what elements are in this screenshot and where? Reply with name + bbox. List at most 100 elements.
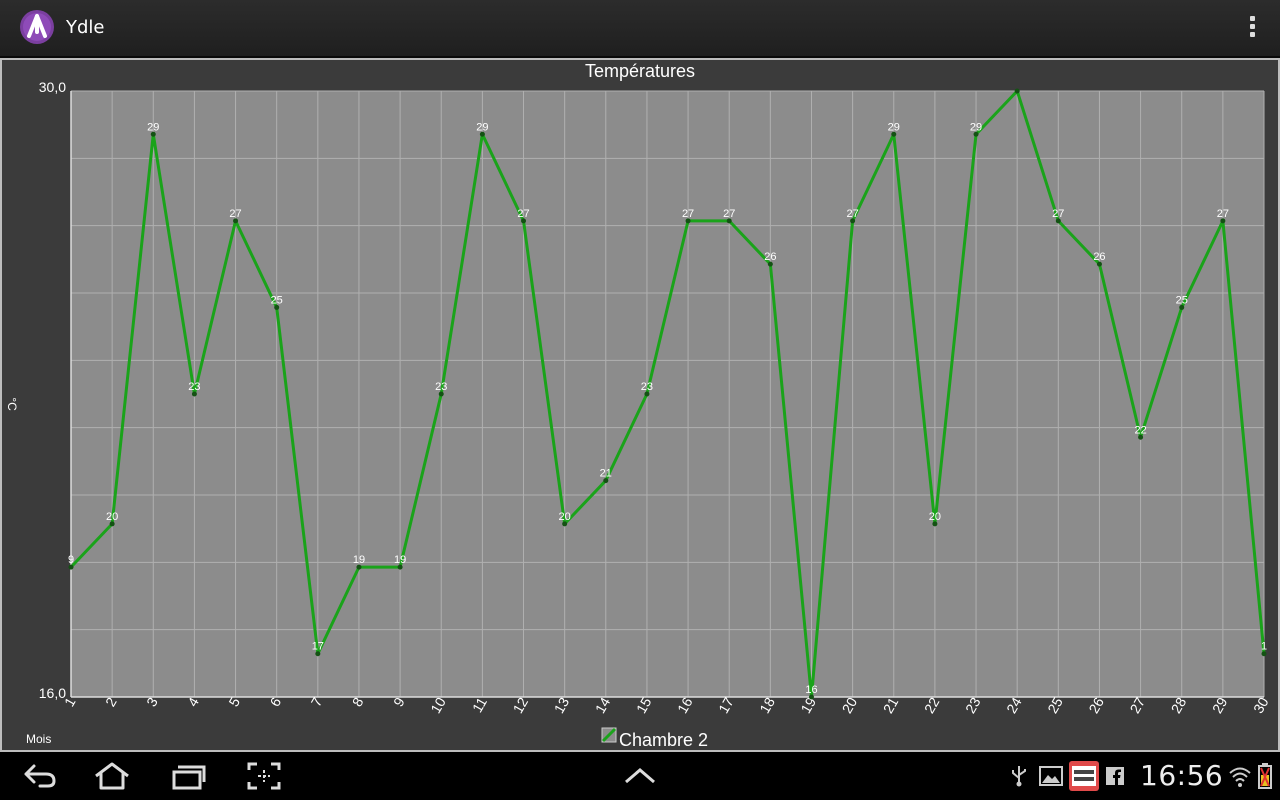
series-line — [69, 89, 1266, 699]
x-tick-label: 15 — [633, 694, 655, 716]
x-tick-label: 10 — [427, 694, 449, 716]
back-icon[interactable] — [22, 760, 58, 792]
overflow-menu-icon[interactable] — [1246, 16, 1258, 42]
screenshot-icon[interactable] — [245, 760, 283, 792]
legend-label: Chambre 2 — [619, 730, 708, 750]
data-point — [397, 564, 403, 570]
system-nav-bar — [0, 752, 1280, 800]
data-point — [233, 218, 239, 224]
y-tick-min: 16,0 — [39, 685, 66, 701]
x-tick-label: 11 — [469, 694, 490, 715]
recent-apps-icon[interactable] — [168, 760, 208, 792]
x-tick-label: 23 — [962, 694, 984, 716]
data-label: 21 — [600, 468, 612, 480]
plot-area — [71, 91, 1264, 697]
data-point — [1179, 304, 1185, 310]
app-title: Ydle — [66, 17, 105, 38]
x-tick-label: 24 — [1003, 694, 1025, 716]
data-point — [521, 218, 527, 224]
data-point — [726, 218, 732, 224]
action-bar: Ydle — [0, 0, 1280, 58]
x-tick-label: 29 — [1209, 694, 1231, 716]
data-point — [808, 694, 814, 700]
data-label: 19 — [353, 554, 365, 566]
bons-plans-icon — [1069, 761, 1099, 791]
data-label: 29 — [147, 121, 159, 133]
data-label: 29 — [888, 121, 900, 133]
data-label: 23 — [435, 381, 447, 393]
data-label: 22 — [1134, 424, 1146, 436]
data-point — [109, 521, 115, 527]
data-point — [685, 218, 691, 224]
data-label: 23 — [188, 381, 200, 393]
data-point — [150, 131, 156, 137]
data-label: 27 — [682, 208, 694, 220]
data-label: 27 — [1052, 208, 1064, 220]
status-clock: 16:56 — [1140, 759, 1224, 792]
data-label: 27 — [517, 208, 529, 220]
x-tick-label: 20 — [839, 694, 861, 716]
ydle-logo-icon[interactable] — [20, 10, 54, 44]
up-chevron-icon[interactable] — [622, 764, 658, 788]
data-point — [1220, 218, 1226, 224]
data-point — [1261, 651, 1267, 657]
y-tick-max: 30,0 — [39, 79, 66, 95]
data-point — [644, 391, 650, 397]
data-label: 29 — [970, 121, 982, 133]
data-label: 20 — [929, 511, 941, 523]
temperature-chart: Températures °C 30,0 16,0 Mois Chambre 2… — [5, 61, 1272, 750]
data-label: 27 — [723, 208, 735, 220]
data-label: 26 — [1093, 251, 1105, 263]
data-point — [562, 521, 568, 527]
data-label: 29 — [476, 121, 488, 133]
x-tick-label: 12 — [509, 694, 531, 716]
data-point — [1055, 218, 1061, 224]
data-label: 27 — [846, 208, 858, 220]
home-icon[interactable] — [92, 760, 132, 792]
data-point — [891, 131, 897, 137]
x-tick-label: 19 — [797, 694, 819, 716]
data-label: 9 — [68, 554, 74, 566]
x-tick-label: 14 — [592, 694, 614, 716]
x-tick-label: 13 — [551, 694, 573, 716]
data-point — [479, 131, 485, 137]
battery-icon — [1258, 763, 1272, 789]
data-point — [1014, 88, 1020, 94]
usb-icon — [1012, 766, 1026, 787]
data-point — [315, 651, 321, 657]
data-point — [603, 478, 609, 484]
data-label: 25 — [1176, 294, 1188, 306]
data-point — [191, 391, 197, 397]
data-point — [274, 304, 280, 310]
data-point — [356, 564, 362, 570]
wifi-icon — [1229, 767, 1251, 787]
x-tick-label: 18 — [756, 694, 778, 716]
data-label: 20 — [106, 511, 118, 523]
gallery-icon — [1039, 766, 1063, 786]
data-point — [1138, 434, 1144, 440]
x-tick-label: 26 — [1085, 694, 1107, 716]
data-label: 27 — [1217, 208, 1229, 220]
data-label: 27 — [229, 208, 241, 220]
x-tick-label: 17 — [715, 694, 737, 716]
legend-swatch-line — [601, 727, 617, 743]
data-label: 19 — [394, 554, 406, 566]
chart-title: Températures — [585, 61, 695, 81]
data-point — [973, 131, 979, 137]
data-point — [767, 261, 773, 267]
data-point — [1096, 261, 1102, 267]
data-point — [850, 218, 856, 224]
x-tick-label: 21 — [880, 694, 902, 716]
data-label: 25 — [271, 294, 283, 306]
x-axis-label: Mois — [26, 732, 51, 746]
data-label: 20 — [559, 511, 571, 523]
data-point — [438, 391, 444, 397]
x-tick-label: 27 — [1127, 694, 1149, 716]
data-point — [68, 564, 74, 570]
x-tick-label: 30 — [1250, 694, 1272, 716]
data-label: 23 — [641, 381, 653, 393]
data-label: 16 — [805, 684, 817, 696]
facebook-icon — [1106, 767, 1124, 785]
x-tick-label: 28 — [1168, 694, 1190, 716]
x-tick-label: 22 — [921, 694, 943, 716]
